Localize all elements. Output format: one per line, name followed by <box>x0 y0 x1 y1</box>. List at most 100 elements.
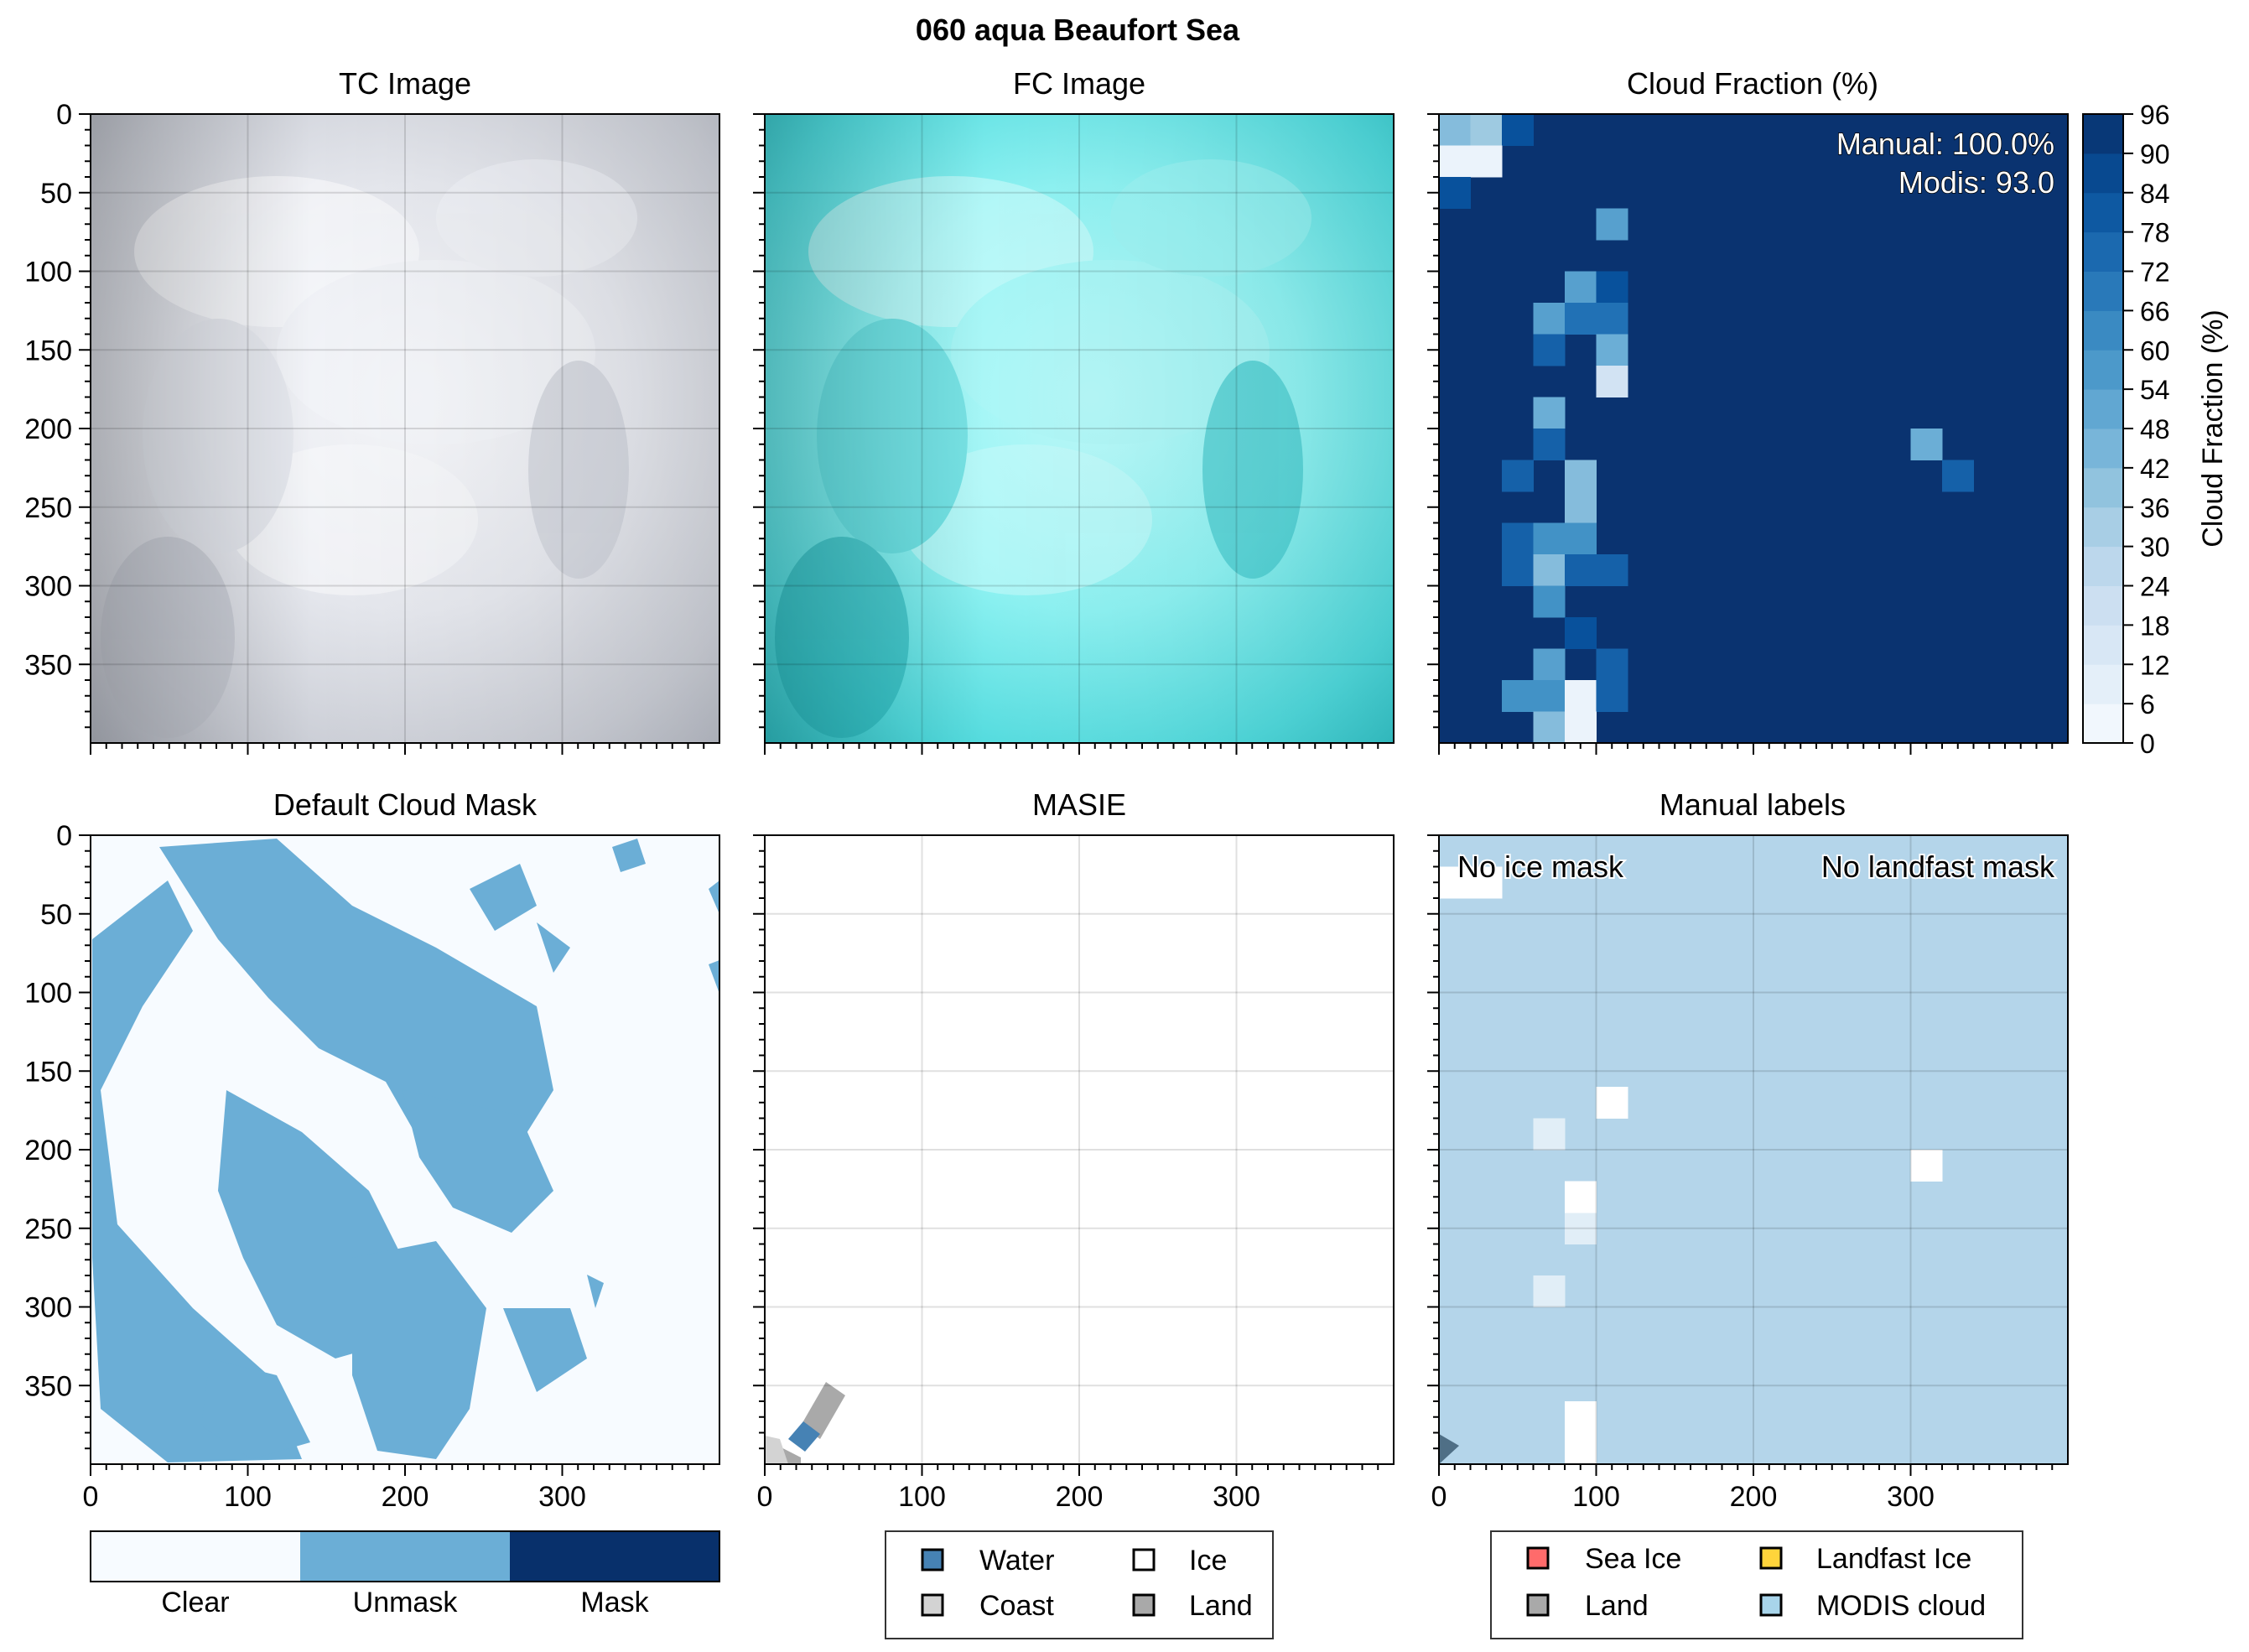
colorbar-tick-label: 90 <box>2140 139 2170 169</box>
x-tick-label: 200 <box>1056 1481 1104 1513</box>
masie-legend-water-swatch <box>921 1548 944 1571</box>
cf-cell <box>1470 114 1503 146</box>
masie-panel <box>765 835 1394 1464</box>
manual-cell <box>1565 1213 1597 1244</box>
cf-cell <box>1533 585 1566 618</box>
mask-legend: Clear Unmask Mask <box>90 1530 720 1618</box>
cf-cell <box>1439 177 1471 209</box>
mask-legend-mask-label: Mask <box>580 1587 649 1618</box>
x-tick-label: 200 <box>382 1481 429 1513</box>
colorbar-segment <box>2083 192 2123 233</box>
cf-cell <box>1565 680 1597 712</box>
colorbar-segment <box>2083 114 2123 154</box>
cf-cell <box>1533 303 1566 335</box>
masie-legend-land-label: Land <box>1189 1590 1253 1622</box>
y-tick-label: 200 <box>24 1135 72 1166</box>
manual-note-right: No landfast mask <box>1821 849 2055 884</box>
colorbar-segment <box>2083 389 2123 429</box>
y-tick-label: 0 <box>56 820 72 852</box>
tc-title: TC Image <box>339 66 471 101</box>
default-cloud-mask-panel <box>91 835 719 1464</box>
cf-cell <box>1502 680 1534 712</box>
masie-legend-coast-label: Coast <box>979 1590 1054 1622</box>
manual-title: Manual labels <box>1659 787 1846 822</box>
y-tick-label: 300 <box>24 571 72 603</box>
colorbar-segment <box>2083 429 2123 469</box>
colorbar-tick-label: 30 <box>2140 532 2170 563</box>
manual-legend-modis-label: MODIS cloud <box>1816 1590 1986 1622</box>
cf-cell <box>1533 429 1566 460</box>
x-tick-label: 300 <box>1213 1481 1260 1513</box>
colorbar-segment <box>2083 271 2123 311</box>
cf-cell <box>1596 554 1628 586</box>
manual-cell <box>1439 866 1471 899</box>
fc-image-panel <box>765 114 1394 743</box>
y-tick-label: 350 <box>24 649 72 681</box>
colorbar-tick-label: 24 <box>2140 572 2170 602</box>
manual-cell <box>1470 866 1503 899</box>
x-tick-label: 0 <box>1431 1481 1447 1513</box>
colorbar-tick-label: 54 <box>2140 375 2170 405</box>
manual-cell <box>1533 1118 1566 1151</box>
cf-cell <box>1533 648 1566 681</box>
y-tick-label: 150 <box>24 1056 72 1088</box>
colorbar-tick-label: 72 <box>2140 257 2170 288</box>
masie-legend-ice-label: Ice <box>1189 1545 1227 1577</box>
colorbar-tick-label: 48 <box>2140 414 2170 444</box>
manual-legend-seaice-label: Sea Ice <box>1585 1543 1681 1575</box>
cf-cell <box>1596 334 1628 366</box>
manual-legend-modis-swatch <box>1759 1593 1783 1617</box>
manual-cell <box>1565 1181 1597 1213</box>
fc-title: FC Image <box>1013 66 1145 101</box>
masie-coast-patch <box>765 1436 788 1464</box>
cf-cell <box>1470 145 1503 178</box>
y-tick-label: 250 <box>24 1213 72 1245</box>
colorbar-tick-label: 78 <box>2140 218 2170 248</box>
colorbar-tick-label: 0 <box>2140 729 2155 759</box>
manual-cell <box>1910 1150 1943 1182</box>
cf-annotation-manual: Manual: 100.0% <box>1836 127 2054 161</box>
manual-legend-land-label: Land <box>1585 1590 1649 1622</box>
colorbar-segment <box>2083 546 2123 586</box>
colorbar-segment <box>2083 231 2123 272</box>
tc-image-panel <box>91 114 719 743</box>
cf-cell <box>1910 429 1943 460</box>
cf-cell <box>1533 554 1566 586</box>
mask-legend-unmask-swatch <box>300 1531 510 1582</box>
cf-annotation-modis: Modis: 93.0 <box>1898 165 2054 200</box>
mask-legend-unmask-label: Unmask <box>353 1587 459 1618</box>
mask-legend-clear-label: Clear <box>161 1587 229 1618</box>
colorbar-tick-label: 18 <box>2140 610 2170 641</box>
cf-cell <box>1533 680 1566 712</box>
masie-land-strip <box>801 1382 845 1439</box>
y-tick-label: 350 <box>24 1370 72 1402</box>
cf-cell <box>1565 711 1597 744</box>
cf-cell <box>1596 680 1628 712</box>
axes: 0 50 100 150 200 250 300 350 0 50 100 150 200 250 300 3… <box>24 99 2069 1513</box>
colorbar-tick-label: 60 <box>2140 335 2170 366</box>
colorbar-cells <box>2083 114 2123 744</box>
colorbar-segment <box>2083 507 2123 548</box>
manual-cell <box>1596 1087 1628 1119</box>
cf-cell <box>1596 208 1628 241</box>
cf-cell <box>1439 145 1471 178</box>
cloud-fraction-panel: Manual: 100.0% Modis: 93.0 <box>1439 114 2068 744</box>
y-tick-label: 50 <box>40 178 72 210</box>
manual-legend-land-swatch <box>1526 1593 1550 1617</box>
manual-legend-seaice-swatch <box>1526 1546 1550 1570</box>
y-tick-label: 0 <box>56 99 72 131</box>
cf-cell <box>1565 460 1597 492</box>
x-tick-label: 300 <box>538 1481 586 1513</box>
cf-cell <box>1596 648 1628 681</box>
manual-legend-landfast-label: Landfast Ice <box>1816 1543 1971 1575</box>
dcm-title: Default Cloud Mask <box>273 787 538 822</box>
colorbar-segment <box>2083 467 2123 508</box>
masie-legend-ice-swatch <box>1132 1548 1156 1571</box>
cf-cell <box>1565 617 1597 649</box>
x-tick-label: 200 <box>1730 1481 1778 1513</box>
y-tick-label: 100 <box>24 978 72 1010</box>
y-tick-label: 100 <box>24 257 72 288</box>
manual-legend-landfast-swatch <box>1759 1546 1783 1570</box>
x-tick-label: 100 <box>1572 1481 1620 1513</box>
